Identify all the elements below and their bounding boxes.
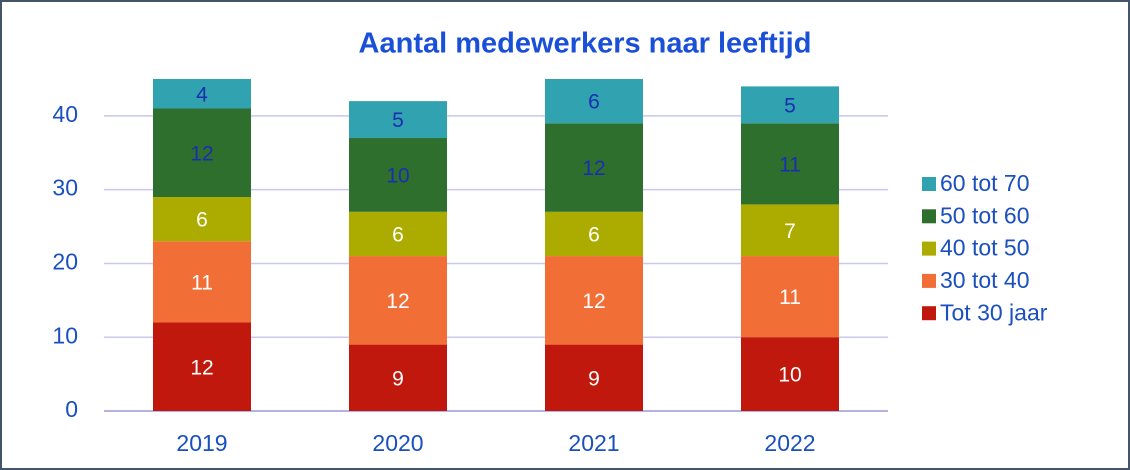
legend-label: 60 tot 70	[940, 170, 1030, 196]
bar-segment	[153, 241, 251, 323]
bar-segment	[545, 79, 643, 124]
bar-segment	[349, 101, 447, 139]
bar-segment	[349, 211, 447, 257]
data-label: 11	[779, 153, 801, 176]
bar-segment	[741, 204, 839, 257]
bar-segment	[153, 79, 251, 109]
x-tick-label: 2022	[764, 430, 815, 456]
bar-segment	[545, 123, 643, 212]
bar-segment	[153, 108, 251, 198]
bar-segment	[741, 256, 839, 338]
y-tick-label: 40	[52, 101, 78, 127]
bar-segment	[741, 337, 839, 411]
legend-swatch	[922, 177, 936, 191]
bar-segment	[349, 138, 447, 212]
legend-label: 30 tot 40	[940, 267, 1030, 293]
data-label: 6	[588, 223, 600, 246]
bar-segment	[153, 197, 251, 242]
data-label: 12	[582, 290, 605, 313]
data-label: 6	[196, 209, 208, 232]
bar-segment	[349, 256, 447, 345]
data-label: 6	[392, 223, 404, 246]
y-tick-label: 20	[52, 249, 78, 275]
data-label: 6	[588, 91, 600, 114]
data-label: 12	[582, 157, 605, 180]
data-label: 11	[779, 286, 801, 309]
x-tick-label: 2021	[568, 430, 619, 456]
data-label: 9	[392, 367, 404, 390]
data-label: 10	[386, 164, 409, 187]
bar-segment	[349, 344, 447, 411]
data-label: 12	[386, 290, 409, 313]
data-label: 4	[196, 83, 208, 106]
legend-label: 50 tot 60	[940, 202, 1030, 228]
data-label: 9	[588, 367, 600, 390]
bar-segment	[545, 211, 643, 257]
bar-segment	[545, 256, 643, 345]
legend-swatch	[922, 209, 936, 224]
bar-segment	[741, 86, 839, 124]
x-tick-label: 2020	[372, 430, 423, 456]
data-label: 5	[392, 109, 404, 132]
legend-label: Tot 30 jaar	[940, 299, 1048, 325]
y-tick-label: 0	[65, 396, 78, 422]
data-label: 10	[778, 364, 801, 387]
data-label: 12	[190, 142, 213, 165]
x-tick-label: 2019	[176, 430, 227, 456]
legend-swatch	[922, 306, 936, 321]
data-label: 5	[784, 94, 796, 117]
bar-segment	[153, 322, 251, 411]
legend-swatch	[922, 241, 936, 256]
legend-label: 40 tot 50	[940, 235, 1030, 261]
y-tick-label: 30	[52, 175, 78, 201]
bar-segment	[741, 123, 839, 205]
chart-title: Aantal medewerkers naar leeftijd	[359, 28, 812, 60]
data-label: 7	[784, 220, 796, 243]
y-tick-label: 10	[52, 322, 78, 348]
legend-swatch	[922, 273, 936, 288]
bar-segment	[545, 344, 643, 411]
data-label: 12	[190, 356, 213, 379]
data-label: 11	[191, 271, 213, 294]
